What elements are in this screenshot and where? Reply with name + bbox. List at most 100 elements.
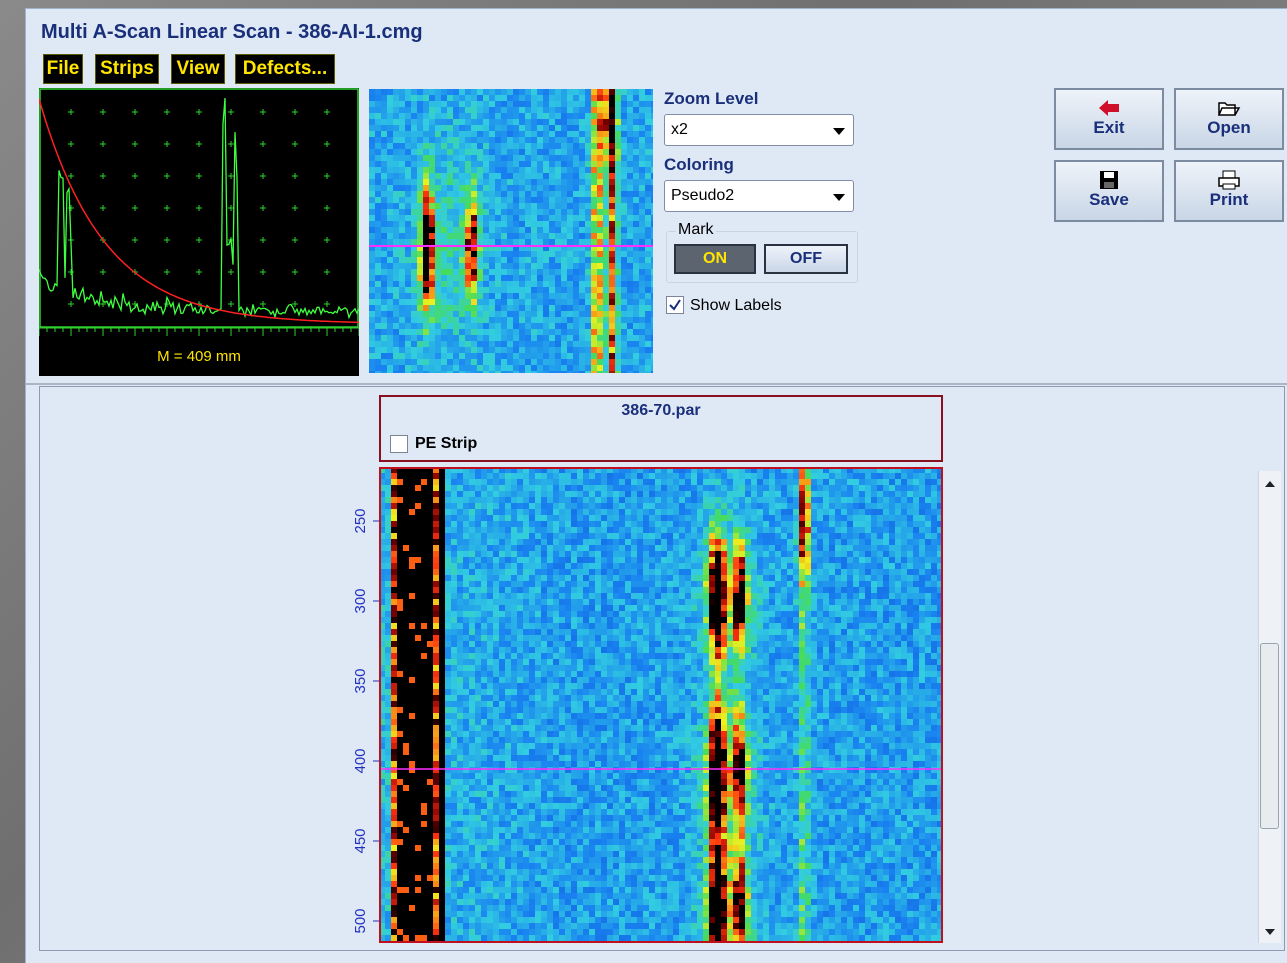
preview-cell (375, 185, 381, 191)
scan-cell (667, 563, 673, 569)
scan-cell (757, 473, 763, 479)
scan-cell (757, 557, 763, 563)
preview-cell (525, 137, 531, 143)
preview-cell (609, 269, 615, 275)
exit-button[interactable]: Exit (1054, 88, 1164, 150)
preview-cell (477, 107, 483, 113)
preview-cell (579, 101, 585, 107)
save-button[interactable]: Save (1054, 160, 1164, 222)
preview-cell (483, 227, 489, 233)
mark-on-button[interactable]: ON (674, 244, 756, 274)
preview-cell (615, 89, 621, 95)
coloring-select[interactable]: Pseudo2 (664, 180, 854, 212)
scan-cell (595, 509, 601, 515)
scan-cell (697, 569, 703, 575)
zoom-select[interactable]: x2 (664, 114, 854, 146)
preview-cell (477, 347, 483, 353)
scan-cell (457, 473, 463, 479)
scan-cell (739, 551, 745, 557)
preview-cell (513, 209, 519, 215)
scan-cell (565, 617, 571, 623)
preview-cell (621, 257, 627, 263)
preview-cell (585, 347, 591, 353)
preview-cell (387, 323, 393, 329)
mark-off-button[interactable]: OFF (764, 244, 848, 274)
scan-cell (847, 581, 853, 587)
show-labels-checkbox[interactable] (666, 296, 684, 314)
scan-cell (883, 593, 889, 599)
preview-cell (603, 311, 609, 317)
scan-cell (385, 617, 391, 623)
print-button[interactable]: Print (1174, 160, 1284, 222)
pe-strip-checkbox[interactable] (390, 435, 408, 453)
preview-cell (615, 317, 621, 323)
preview-cell (447, 95, 453, 101)
menu-item[interactable]: Defects... (235, 54, 335, 84)
preview-cell (405, 233, 411, 239)
scan-cell (733, 569, 739, 575)
preview-cell (549, 209, 555, 215)
scan-cell (427, 527, 433, 533)
preview-cell (483, 95, 489, 101)
scan-cell (463, 563, 469, 569)
scan-cell (535, 563, 541, 569)
scan-cell (493, 587, 499, 593)
open-button[interactable]: Open (1174, 88, 1284, 150)
scan-cell (817, 521, 823, 527)
scan-cell (463, 587, 469, 593)
scan-cell (553, 551, 559, 557)
preview-cell (393, 137, 399, 143)
scan-cell (613, 527, 619, 533)
preview-cell (393, 281, 399, 287)
preview-cell (549, 215, 555, 221)
scan-cell (553, 479, 559, 485)
scan-cell (745, 587, 751, 593)
preview-cell (543, 197, 549, 203)
preview-cell (567, 269, 573, 275)
scan-cell (913, 557, 919, 563)
preview-cell (369, 143, 375, 149)
scan-cell (865, 509, 871, 515)
preview-cell (501, 107, 507, 113)
scan-cell (439, 551, 445, 557)
preview-cell (435, 161, 441, 167)
preview-cell (633, 155, 639, 161)
preview-cell (465, 263, 471, 269)
preview-cell (573, 203, 579, 209)
scan-cell (535, 485, 541, 491)
scan-cell (907, 509, 913, 515)
scan-cell (811, 617, 817, 623)
scan-cell (703, 533, 709, 539)
preview-cell (585, 329, 591, 335)
scan-cell (559, 491, 565, 497)
menu-item[interactable]: Strips (95, 54, 159, 84)
check-mark (667, 297, 683, 313)
preview-cell (435, 149, 441, 155)
preview-cell (585, 239, 591, 245)
scan-cell (667, 473, 673, 479)
scan-cell (913, 563, 919, 569)
preview-cell (369, 125, 375, 131)
scan-cell (625, 539, 631, 545)
scan-cell (739, 563, 745, 569)
preview-cell (537, 215, 543, 221)
scan-cell (805, 599, 811, 605)
scan-cell (505, 527, 511, 533)
preview-cell (531, 209, 537, 215)
scan-cell (439, 479, 445, 485)
scan-cell (847, 473, 853, 479)
menu-item[interactable]: View (171, 54, 225, 84)
preview-cell (501, 89, 507, 95)
scan-cell (793, 557, 799, 563)
menu-item[interactable]: File (43, 54, 83, 84)
preview-cell (459, 311, 465, 317)
scan-cell (817, 545, 823, 551)
preview-cell (561, 341, 567, 347)
preview-cell (405, 131, 411, 137)
preview-cell (651, 215, 653, 221)
preview-cell (543, 287, 549, 293)
preview-cell (591, 137, 597, 143)
scan-cell (397, 479, 403, 485)
preview-cell (459, 329, 465, 335)
preview-cell (393, 269, 399, 275)
